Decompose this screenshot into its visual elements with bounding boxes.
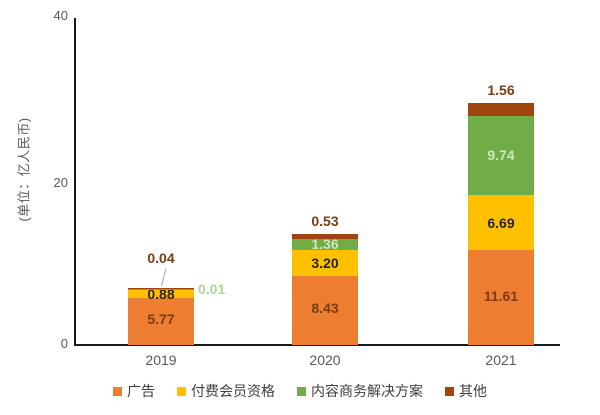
x-axis-line xyxy=(74,344,560,346)
bar-segment-commerce-2019[interactable] xyxy=(128,289,194,290)
legend-item-label: 付费会员资格 xyxy=(191,383,275,399)
bar-value-label-outside: 0.01 xyxy=(198,281,226,297)
bar-segment-commerce-2020[interactable]: 1.36 xyxy=(292,236,358,252)
legend-item-label: 内容商务解决方案 xyxy=(311,383,423,399)
category-label-2020: 2020 xyxy=(309,352,341,368)
bar-value-label: 11.61 xyxy=(483,288,519,304)
legend-item-label: 其他 xyxy=(459,383,487,399)
legend-swatch-icon xyxy=(297,386,306,396)
bar-value-label: 5.77 xyxy=(147,311,175,327)
bar-segment-ad-2019[interactable]: 5.77 xyxy=(128,298,194,345)
bar-segment-other-2021[interactable] xyxy=(468,103,534,116)
bar-value-label: 6.69 xyxy=(487,215,515,231)
bar-value-label-outside: 0.04 xyxy=(147,250,175,266)
bar-value-label: 9.74 xyxy=(487,147,515,163)
y-tick-40: 40 xyxy=(34,9,68,22)
bar-segment-member-2020[interactable]: 3.20 xyxy=(292,250,358,276)
bar-segment-other-2020[interactable] xyxy=(292,234,358,239)
bar-segment-other-2019[interactable] xyxy=(128,288,194,289)
bar-value-label: 1.36 xyxy=(311,236,339,252)
bar-value-label: 0.88 xyxy=(147,286,175,302)
legend-item-member[interactable]: 付费会员资格 xyxy=(177,381,275,401)
y-tick-label: 40 xyxy=(53,8,68,23)
bar-segment-ad-2020[interactable]: 8.43 xyxy=(292,276,358,345)
bar-value-label-outside: 0.53 xyxy=(311,213,339,229)
bar-value-label-outside: 1.56 xyxy=(487,82,515,98)
category-label-2021: 2021 xyxy=(485,352,517,368)
leader-line-2019 xyxy=(161,268,167,287)
legend-swatch-icon xyxy=(113,386,122,396)
y-tick-label: 20 xyxy=(53,175,68,190)
legend-swatch-icon xyxy=(445,386,454,396)
bar-value-label: 3.20 xyxy=(311,255,339,271)
y-axis-title: (单位：亿人民币) xyxy=(16,117,32,222)
legend-item-commerce[interactable]: 内容商务解决方案 xyxy=(297,381,423,401)
y-axis-line xyxy=(74,18,76,345)
bar-segment-member-2019[interactable] xyxy=(128,290,194,298)
category-label-2019: 2019 xyxy=(145,352,177,368)
legend: 广告 付费会员资格 内容商务解决方案 其他 xyxy=(0,381,600,401)
bar-segment-ad-2021[interactable]: 11.61 xyxy=(468,250,534,345)
legend-item-ad[interactable]: 广告 xyxy=(113,381,155,401)
bar-segment-member-2021[interactable]: 6.69 xyxy=(468,195,534,250)
legend-item-other[interactable]: 其他 xyxy=(445,381,487,401)
y-tick-20: 20 xyxy=(34,176,68,189)
bar-segment-commerce-2021[interactable]: 9.74 xyxy=(468,116,534,195)
y-tick-0: 0 xyxy=(34,337,68,350)
legend-item-label: 广告 xyxy=(127,383,155,399)
legend-swatch-icon xyxy=(177,386,186,396)
bar-value-label: 8.43 xyxy=(311,300,339,316)
y-tick-label: 0 xyxy=(60,336,68,351)
